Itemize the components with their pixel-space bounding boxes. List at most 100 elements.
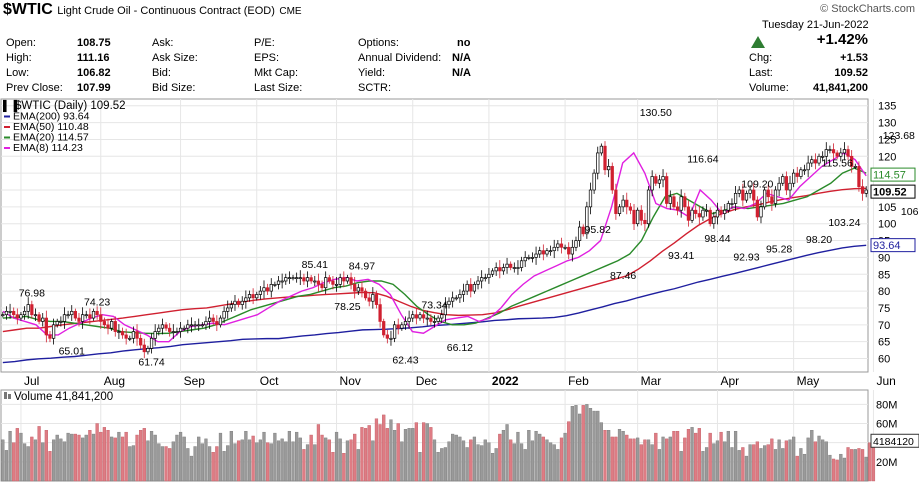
candle-body <box>298 277 302 279</box>
candle-body <box>813 159 818 164</box>
legend-label: EMA(20) 114.57 <box>13 132 89 144</box>
bid-label: Bid: <box>152 67 171 79</box>
candle-body <box>1 314 5 317</box>
candle-body <box>95 310 99 316</box>
candle-body <box>628 206 633 211</box>
candle-body <box>708 209 712 225</box>
volume-bar <box>476 444 480 482</box>
volume-bar <box>342 453 346 482</box>
pe-label: P/E: <box>254 37 275 49</box>
volume-bar <box>124 431 128 482</box>
candle-body <box>654 176 658 184</box>
candle-body <box>690 209 694 221</box>
candle-body <box>860 186 865 194</box>
candle-body <box>251 294 255 299</box>
candle-body <box>632 209 636 225</box>
candle-body <box>392 324 397 339</box>
candle-body <box>411 314 415 319</box>
candle-body <box>102 321 107 326</box>
volume-bar <box>759 448 763 482</box>
volume-bar <box>425 423 429 482</box>
candle-body <box>821 155 825 158</box>
volume-bar <box>110 436 114 482</box>
candle-body <box>157 327 161 332</box>
volume-bar <box>41 442 45 482</box>
chg-value: +1.53 <box>840 52 868 64</box>
volume-bar <box>30 436 34 482</box>
volume-bar <box>741 447 745 482</box>
volume-bar <box>139 430 143 482</box>
volume-bar <box>690 427 694 482</box>
volume-bar <box>824 441 828 482</box>
candle-body <box>91 310 96 319</box>
volume-bar <box>15 428 19 482</box>
candle-body <box>570 246 574 255</box>
volume-bar <box>501 430 506 482</box>
candle-body <box>625 199 629 208</box>
value-badge-label: 93.64 <box>873 240 901 252</box>
volume-bar <box>175 434 179 482</box>
volume-bar <box>131 445 136 482</box>
volume-bar <box>842 457 847 482</box>
volume-bar <box>102 427 107 482</box>
candle-body <box>200 324 204 327</box>
candle-body <box>784 176 788 191</box>
peak-label: 62.43 <box>392 354 418 366</box>
legend-bar-icon: ▌▐ <box>3 99 18 113</box>
volume-bar <box>686 429 691 482</box>
candle-body <box>327 277 331 282</box>
candle-body <box>781 176 785 184</box>
volume-bar <box>149 430 154 482</box>
volume-bar <box>755 441 759 482</box>
volume-bar <box>802 453 807 482</box>
volume-bar <box>490 453 495 482</box>
volume-bar <box>171 441 175 482</box>
candle-body <box>519 260 524 268</box>
month-label: May <box>797 374 820 388</box>
candle-body <box>461 290 466 295</box>
volume-bar <box>392 430 397 482</box>
candle-body <box>509 263 513 268</box>
volume-bar <box>788 439 792 482</box>
volume-bar <box>411 428 415 482</box>
candle-body <box>530 257 535 259</box>
candle-body <box>490 270 495 275</box>
candle-body <box>501 267 506 272</box>
volume-bar <box>632 438 636 482</box>
candle-body <box>828 149 832 151</box>
volume-bar <box>599 422 603 482</box>
candle-body <box>850 155 854 167</box>
candle-body <box>607 166 611 171</box>
candle-body <box>458 294 462 299</box>
value-badge <box>870 184 916 199</box>
candle-body <box>792 172 796 184</box>
candle-body <box>617 206 622 214</box>
candle-body <box>425 317 429 320</box>
candle-body <box>646 189 651 225</box>
volume-bar <box>770 438 774 482</box>
candle-body <box>22 310 27 316</box>
volume-bar <box>773 449 778 482</box>
candle-body <box>806 162 810 171</box>
volume-bar <box>498 433 502 482</box>
candle-body <box>548 250 553 253</box>
candle-body <box>839 152 843 157</box>
peak-label: 92.93 <box>733 252 759 264</box>
volume-bar <box>345 440 350 482</box>
candle-body <box>737 189 741 194</box>
quote-date: Tuesday 21-Jun-2022 <box>762 19 869 31</box>
candle-body <box>846 149 850 157</box>
candle-body <box>440 314 444 319</box>
candle-body <box>106 324 110 329</box>
volume-bar <box>135 434 139 482</box>
candle-body <box>661 176 665 181</box>
candle-body <box>59 321 63 323</box>
volume-label: Volume: <box>749 82 789 94</box>
value-badge-label: 109.52 <box>873 187 907 199</box>
candle-body <box>668 196 672 204</box>
candle-body <box>30 304 34 316</box>
candle-body <box>302 277 306 282</box>
candle-body <box>305 277 310 282</box>
candle-body <box>240 300 244 305</box>
candle-body <box>356 287 360 292</box>
